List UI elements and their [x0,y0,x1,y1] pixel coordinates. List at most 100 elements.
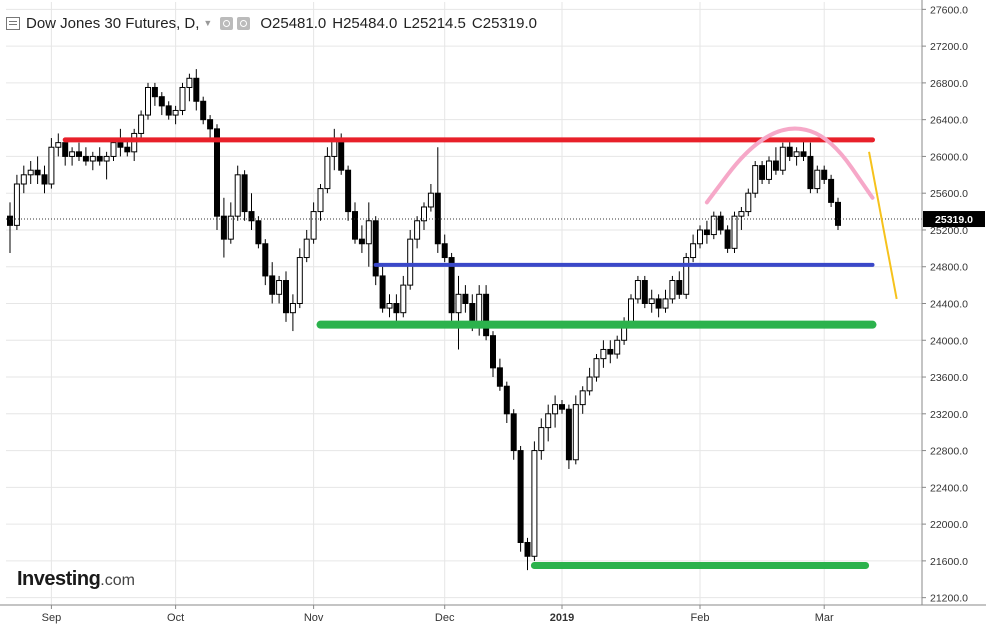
candle-up[interactable] [131,132,138,153]
candle-down[interactable] [821,169,828,180]
candle-down[interactable] [807,155,814,190]
candle-down[interactable] [565,408,572,461]
candle-up[interactable] [648,298,655,304]
candle-up[interactable] [593,358,600,378]
candle-up[interactable] [579,390,586,406]
candle-up[interactable] [614,339,621,355]
candle-down[interactable] [283,280,289,314]
candle-up[interactable] [586,376,593,392]
candle-down[interactable] [655,298,662,309]
candle-up[interactable] [476,293,483,323]
candle-down[interactable] [76,151,82,157]
candle-down[interactable] [358,238,365,245]
candle-down[interactable] [717,215,724,231]
candle-down[interactable] [207,119,214,130]
candle-up[interactable] [324,155,331,190]
candle-down[interactable] [41,174,48,185]
candle-up[interactable] [545,413,552,429]
candle-up[interactable] [552,404,559,415]
candle-up[interactable] [690,243,697,259]
settings-icon[interactable] [237,16,251,30]
candle-up[interactable] [276,280,283,295]
candle-down[interactable] [503,385,510,415]
candle-up[interactable] [531,450,538,557]
candle-up[interactable] [289,303,296,314]
candle-up[interactable] [386,303,393,309]
candle-up[interactable] [89,155,96,162]
candle-down[interactable] [703,229,710,236]
candle-up[interactable] [27,169,34,176]
candle-down[interactable] [124,146,131,153]
candle-up[interactable] [303,238,310,259]
menu-icon[interactable] [6,16,20,30]
candle-up[interactable] [110,142,117,157]
candle-down[interactable] [759,165,766,180]
candle-down[interactable] [34,169,41,176]
candle-up[interactable] [793,151,800,157]
candle-up[interactable] [20,174,27,185]
candle-down[interactable] [165,105,172,116]
rounding-top-arc[interactable] [704,126,875,205]
candle-down[interactable] [434,192,441,245]
candle-down[interactable] [724,229,731,249]
candle-down[interactable] [786,146,793,157]
candle-down[interactable] [524,541,531,557]
candle-down[interactable] [483,293,490,337]
candle-down[interactable] [248,211,255,222]
candle-down[interactable] [193,77,200,102]
candle-up[interactable] [407,238,414,286]
candle-down[interactable] [62,142,69,157]
candle-up[interactable] [227,215,234,240]
candle-down[interactable] [517,450,524,543]
candle-down[interactable] [448,257,455,314]
candle-up[interactable] [697,229,703,245]
candle-down[interactable] [158,96,165,107]
candle-up[interactable] [317,188,324,213]
candle-up[interactable] [572,404,579,461]
candle-down[interactable] [117,142,124,148]
candle-down[interactable] [800,151,807,157]
candle-down[interactable] [835,201,841,226]
candle-up[interactable] [179,86,186,111]
candle-up[interactable] [427,192,434,208]
candle-down[interactable] [469,303,476,323]
candle-down[interactable] [496,367,503,387]
candlestick-series[interactable] [7,69,841,571]
candle-up[interactable] [669,280,676,300]
candle-down[interactable] [214,128,220,217]
candle-up[interactable] [779,146,786,171]
candle-up[interactable] [634,280,641,300]
candle-down[interactable] [269,275,276,295]
candle-down[interactable] [510,413,517,452]
candle-down[interactable] [262,243,269,277]
candle-up[interactable] [296,257,303,305]
caret-down-icon[interactable]: ▼ [203,18,213,28]
candle-up[interactable] [172,109,179,116]
candle-down[interactable] [393,303,400,314]
candle-down[interactable] [200,100,207,121]
candle-up[interactable] [145,86,151,116]
candle-down[interactable] [352,211,358,240]
candle-up[interactable] [738,211,745,217]
candle-up[interactable] [731,215,738,249]
eye-icon[interactable] [220,16,234,30]
trend-line[interactable] [868,151,898,300]
candle-down[interactable] [772,160,779,171]
candle-up[interactable] [103,155,110,162]
candle-up[interactable] [628,298,634,323]
candle-down[interactable] [151,86,158,98]
candle-up[interactable] [55,142,62,148]
candle-down[interactable] [490,335,496,369]
candle-down[interactable] [241,174,248,213]
candle-up[interactable] [365,220,372,245]
candle-up[interactable] [662,298,669,309]
candle-up[interactable] [421,206,427,222]
candle-down[interactable] [96,155,103,162]
candle-up[interactable] [400,284,407,314]
candle-up[interactable] [766,160,772,180]
candle-down[interactable] [7,215,13,226]
candle-up[interactable] [69,151,76,157]
candle-up[interactable] [752,165,759,194]
candle-up[interactable] [600,348,607,360]
candle-up[interactable] [48,146,55,185]
